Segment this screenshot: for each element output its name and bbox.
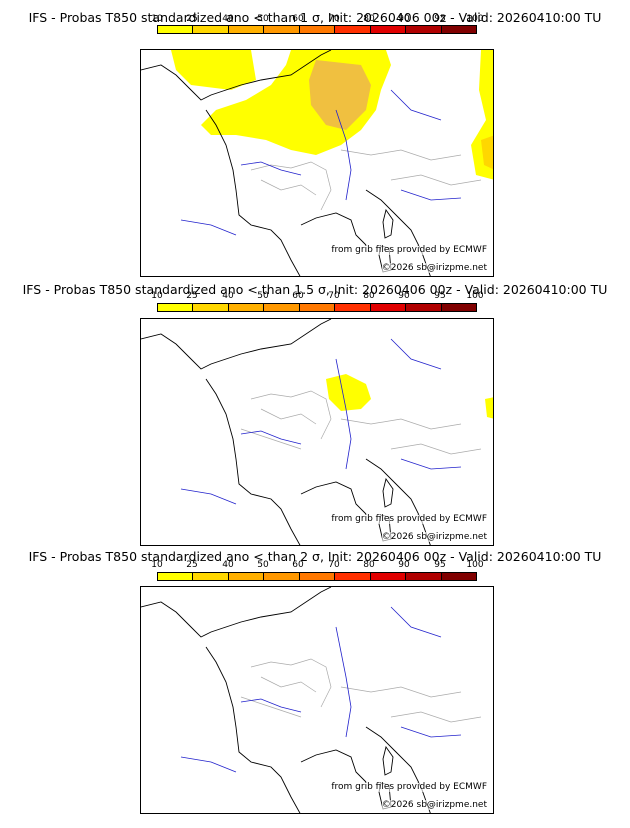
map-frame: from grib files provided by ECMWF ©2026 … — [140, 49, 494, 277]
rivers — [180, 606, 462, 773]
scale-swatch — [264, 573, 300, 580]
rivers — [180, 89, 462, 236]
scale-label: 95 — [434, 560, 446, 570]
scale-label: 80 — [363, 560, 375, 570]
scale-label: 80 — [363, 291, 375, 301]
source-credit: from grib files provided by ECMWF — [331, 245, 487, 255]
scale-label: 90 — [398, 14, 410, 24]
scale-label: 40 — [222, 560, 234, 570]
scale-label: 60 — [292, 291, 304, 301]
scale-swatch — [406, 304, 442, 311]
scale-swatch — [264, 304, 300, 311]
borders — [240, 658, 482, 723]
scale-label: 25 — [186, 291, 198, 301]
scale-swatch — [370, 573, 407, 580]
scale-label: 80 — [363, 14, 375, 24]
scale-swatch — [158, 304, 194, 311]
scale-swatch — [158, 573, 194, 580]
scale-swatch — [299, 304, 336, 311]
scale-swatch — [193, 573, 229, 580]
scale-swatch — [441, 573, 476, 580]
rivers — [180, 338, 462, 505]
map-frame: from grib files provided by ECMWF ©2026 … — [140, 318, 494, 546]
copyright-credit: ©2026 sb@irizpme.net — [381, 800, 487, 810]
scale-label: 40 — [222, 14, 234, 24]
scale-label: 95 — [434, 14, 446, 24]
color-scale-bar — [157, 572, 477, 581]
scale-label: 70 — [328, 291, 340, 301]
panel-2: IFS - Probas T850 standardized ano < tha… — [0, 276, 630, 552]
scale-label: 100 — [466, 14, 484, 24]
probability-area — [171, 50, 493, 180]
scale-labels: 10 25 40 50 60 70 80 90 95 100 — [140, 14, 490, 25]
scale-swatch — [228, 26, 265, 33]
scale-label: 60 — [292, 560, 304, 570]
scale-label: 25 — [186, 14, 198, 24]
borders — [250, 149, 482, 211]
scale-label: 50 — [257, 291, 269, 301]
scale-swatch — [370, 304, 407, 311]
europe-map — [141, 319, 493, 545]
scale-swatch — [441, 26, 476, 33]
scale-swatch — [335, 26, 371, 33]
source-credit: from grib files provided by ECMWF — [331, 514, 487, 524]
scale-label: 10 — [151, 291, 163, 301]
scale-label: 100 — [466, 291, 484, 301]
scale-label: 40 — [222, 291, 234, 301]
coastline — [141, 587, 431, 813]
scale-swatch — [299, 573, 336, 580]
scale-swatch — [158, 26, 194, 33]
scale-swatch — [406, 26, 442, 33]
panel-title: IFS - Probas T850 standardized ano < tha… — [28, 10, 602, 25]
scale-label: 90 — [398, 291, 410, 301]
copyright-credit: ©2026 sb@irizpme.net — [381, 532, 487, 542]
map-frame: from grib files provided by ECMWF ©2026 … — [140, 586, 494, 814]
scale-label: 10 — [151, 14, 163, 24]
scale-label: 50 — [257, 560, 269, 570]
scale-label: 70 — [328, 14, 340, 24]
scale-swatch — [193, 26, 229, 33]
panel-title: IFS - Probas T850 standardized ano < tha… — [28, 549, 602, 564]
scale-label: 60 — [292, 14, 304, 24]
panel-title: IFS - Probas T850 standardized ano < tha… — [22, 282, 608, 297]
scale-swatch — [193, 304, 229, 311]
coastline — [141, 319, 431, 545]
scale-label: 10 — [151, 560, 163, 570]
color-scale-bar — [157, 303, 477, 312]
scale-swatch — [228, 304, 265, 311]
scale-swatch — [335, 304, 371, 311]
scale-swatch — [299, 26, 336, 33]
europe-map — [141, 50, 493, 276]
europe-map — [141, 587, 482, 813]
probability-area — [326, 374, 493, 419]
scale-label: 95 — [434, 291, 446, 301]
scale-label: 70 — [328, 560, 340, 570]
scale-label: 50 — [257, 14, 269, 24]
scale-swatch — [264, 26, 300, 33]
color-scale-bar — [157, 25, 477, 34]
copyright-credit: ©2026 sb@irizpme.net — [381, 263, 487, 273]
source-credit: from grib files provided by ECMWF — [331, 782, 487, 792]
scale-label: 100 — [466, 560, 484, 570]
scale-swatch — [441, 304, 476, 311]
scale-swatch — [406, 573, 442, 580]
scale-label: 25 — [186, 560, 198, 570]
scale-swatch — [228, 573, 265, 580]
scale-label: 90 — [398, 560, 410, 570]
borders — [240, 390, 482, 455]
scale-swatch — [335, 573, 371, 580]
scale-swatch — [370, 26, 407, 33]
panel-3: IFS - Probas T850 standardized ano < tha… — [0, 549, 630, 828]
panel-1: IFS - Probas T850 standardized ano < tha… — [0, 0, 630, 277]
scale-labels: 10 25 40 50 60 70 80 90 95 100 — [140, 560, 490, 571]
scale-labels: 10 25 40 50 60 70 80 90 95 100 — [140, 291, 490, 302]
